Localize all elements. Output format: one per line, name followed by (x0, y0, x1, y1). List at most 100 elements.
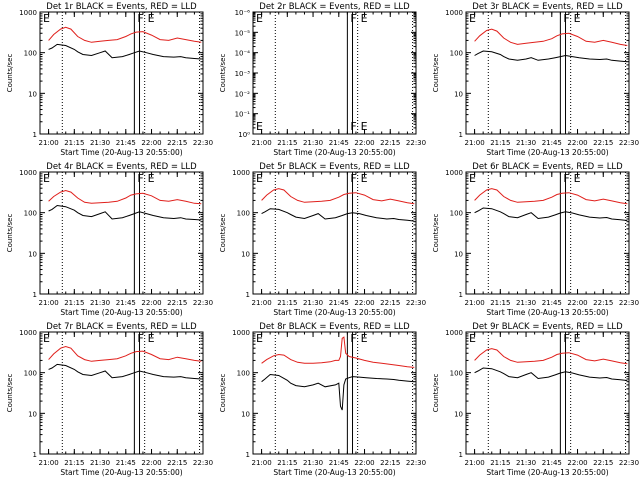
events-series-line (474, 207, 628, 221)
panel-det-6: Det 6r BLACK = Events, RED = LLD 1 10 100 10… (432, 162, 639, 317)
events-series-line (48, 43, 202, 60)
x-tick-label: 21:15 (64, 459, 84, 467)
y-tick-label: 10⁻⁶ (235, 9, 251, 17)
x-tick-label: 21:00 (38, 459, 58, 467)
x-tick-label: 22:00 (567, 459, 587, 467)
y-axis-label: Counts/sec (432, 214, 440, 253)
x-tick-label: 21:00 (38, 139, 58, 147)
x-tick-label: 21:15 (490, 299, 510, 307)
plot-frame (252, 11, 417, 135)
x-axis-label: Start Time (20-Aug-13 20:55:00) (273, 468, 395, 477)
y-tick-label: 1000 (232, 329, 250, 337)
y-tick-label: 100 (450, 50, 463, 58)
y-tick-label: 10⁻⁴ (235, 50, 251, 58)
x-tick-label: 22:00 (141, 459, 161, 467)
lld-series-line (474, 348, 628, 365)
x-tick-label: 22:00 (354, 459, 374, 467)
x-tick-label: 21:45 (542, 459, 562, 467)
x-tick-label: 21:15 (64, 139, 84, 147)
x-tick-label: 21:30 (303, 299, 323, 307)
chart-title: Det 8r BLACK = Events, RED = LLD (259, 322, 410, 332)
y-tick-label: 10⁻⁵ (235, 29, 251, 37)
y-tick-label: 1 (246, 291, 250, 299)
x-tick-label: 22:15 (167, 139, 187, 147)
marker-label-e: E (469, 332, 476, 345)
y-tick-label: 1000 (19, 9, 37, 17)
y-tick-label: 1 (33, 451, 37, 459)
marker-label-f: F (137, 172, 143, 185)
chart-title: Det 3r BLACK = Events, RED = LLD (472, 2, 623, 12)
y-tick-label: 1000 (19, 329, 37, 337)
y-tick-label: 1000 (232, 169, 250, 177)
lld-series-line (474, 188, 628, 205)
x-tick-label: 22:30 (193, 299, 213, 307)
marker-label-f: F (350, 172, 356, 185)
x-tick-label: 22:15 (380, 299, 400, 307)
x-tick-label: 22:15 (593, 139, 613, 147)
x-tick-label: 22:00 (141, 299, 161, 307)
y-tick-label: 1000 (445, 329, 463, 337)
plot-frame (465, 331, 630, 455)
x-tick-label: 22:30 (619, 299, 639, 307)
lld-series-line (48, 345, 202, 362)
y-axis-label: Counts/sec (219, 54, 227, 93)
events-series-line (48, 363, 202, 380)
marker-label-e: E (574, 332, 581, 345)
y-axis-label: Counts/sec (219, 374, 227, 413)
chart-title: Det 9r BLACK = Events, RED = LLD (472, 322, 623, 332)
panel-det-7: Det 7r BLACK = Events, RED = LLD 1 10 100 10… (6, 322, 213, 477)
chart-title: Det 1r BLACK = Events, RED = LLD (46, 2, 197, 12)
panel-det-1: Det 1r BLACK = Events, RED = LLD 1 10 100 10… (6, 2, 213, 157)
x-tick-label: 21:00 (464, 299, 484, 307)
y-tick-label: 10 (454, 90, 463, 98)
marker-label-f: F (350, 12, 356, 25)
chart-title: Det 2r BLACK = Events, RED = LLD (259, 2, 410, 12)
marker-label-e: E (361, 120, 368, 133)
x-tick-label: 21:30 (90, 299, 110, 307)
x-tick-label: 21:00 (251, 299, 271, 307)
x-tick-label: 22:00 (354, 139, 374, 147)
marker-label-e: E (574, 12, 581, 25)
y-axis-label: Counts/sec (432, 54, 440, 93)
x-tick-label: 22:15 (167, 459, 187, 467)
x-tick-label: 22:30 (619, 139, 639, 147)
marker-label-e: E (361, 12, 368, 25)
marker-label-f: F (350, 120, 356, 133)
x-tick-label: 21:00 (464, 459, 484, 467)
marker-label-e: E (148, 332, 155, 345)
x-tick-label: 21:00 (251, 459, 271, 467)
x-tick-label: 21:15 (490, 459, 510, 467)
x-tick-label: 22:00 (354, 299, 374, 307)
x-axis-label: Start Time (20-Aug-13 20:55:00) (486, 308, 608, 317)
y-tick-label: 100 (24, 210, 37, 218)
lld-series-line (474, 28, 628, 46)
x-tick-label: 22:15 (167, 299, 187, 307)
x-axis-label: Start Time (20-Aug-13 20:55:00) (273, 308, 395, 317)
marker-label-f: F (563, 332, 569, 345)
plot-frame (252, 331, 417, 455)
marker-label-e: E (43, 332, 50, 345)
x-tick-label: 22:30 (619, 459, 639, 467)
chart-title: Det 5r BLACK = Events, RED = LLD (259, 162, 410, 172)
panel-det-3: Det 3r BLACK = Events, RED = LLD 1 10 100 10… (432, 2, 639, 157)
lld-series-line (48, 26, 202, 43)
y-tick-label: 10⁻² (235, 90, 251, 98)
x-tick-label: 22:30 (193, 459, 213, 467)
marker-label-e: E (469, 12, 476, 25)
x-tick-label: 21:30 (516, 299, 536, 307)
x-tick-label: 22:15 (593, 459, 613, 467)
events-series-line (48, 204, 202, 221)
x-tick-label: 21:30 (303, 139, 323, 147)
x-tick-label: 21:30 (90, 139, 110, 147)
panel-det-9: Det 9r BLACK = Events, RED = LLD 1 10 100 10… (432, 322, 639, 477)
plot-frame (465, 171, 630, 295)
plot-frame (39, 11, 204, 135)
x-axis-label: Start Time (20-Aug-13 20:55:00) (273, 148, 395, 157)
y-tick-label: 1 (459, 131, 463, 139)
marker-label-f: F (563, 172, 569, 185)
y-tick-label: 100 (450, 370, 463, 378)
x-tick-label: 21:45 (542, 139, 562, 147)
marker-label-e: E (148, 12, 155, 25)
lld-series-line (261, 188, 415, 205)
x-tick-label: 22:00 (567, 299, 587, 307)
